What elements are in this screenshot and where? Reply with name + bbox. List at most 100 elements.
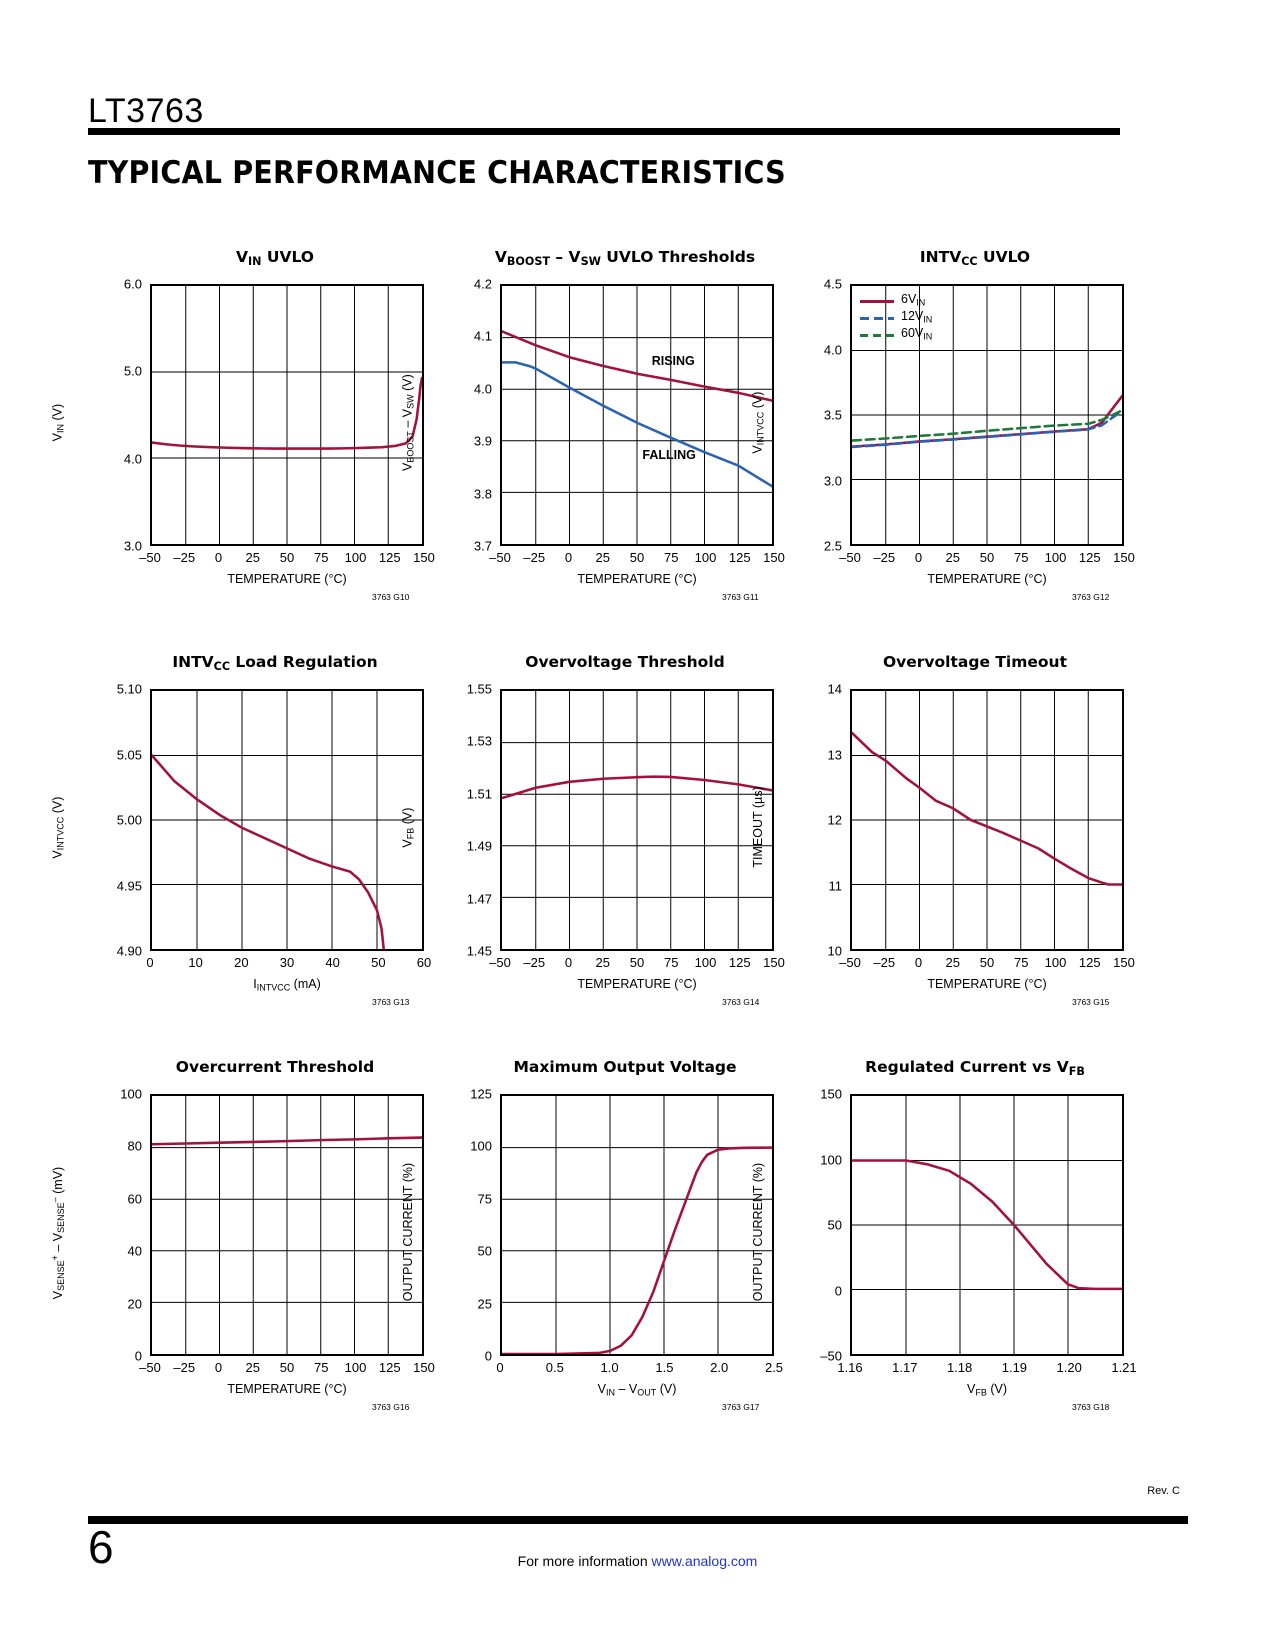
x-tick-label: 1.16 (837, 1360, 863, 1375)
y-tick-label: 50 (477, 1243, 492, 1259)
x-tick-label: 1.20 (1056, 1360, 1082, 1375)
x-tick-label: 0 (564, 955, 573, 970)
x-tick-label: –25 (873, 955, 896, 970)
x-axis-ticks: 0 0.5 1.0 1.5 2.0 2.5 (496, 1360, 783, 1378)
y-axis-title: VSENSE+ – VSENSE– (mV) (49, 1166, 67, 1300)
plot-frame (500, 1094, 774, 1356)
y-axis-title: VIN (V) (50, 403, 66, 442)
x-tick-label: 40 (325, 955, 340, 970)
figure-id: 3763 G16 (372, 1402, 410, 1412)
chart-title: Regulated Current vs VFB (865, 1058, 1085, 1078)
chart-title: Overvoltage Timeout (882, 653, 1068, 671)
chart-title: Overcurrent Threshold (175, 1058, 375, 1076)
x-tick-label: 25 (595, 955, 610, 970)
x-tick-label: 100 (1044, 955, 1067, 970)
x-tick-label: 2.5 (764, 1360, 784, 1375)
x-tick-label: –25 (173, 1360, 196, 1375)
y-tick-label: 80 (127, 1138, 142, 1154)
x-axis-ticks: –50 –25 0 25 50 75 100 125 150 (139, 550, 435, 568)
x-tick-label: 125 (728, 550, 751, 565)
x-tick-label: 25 (245, 550, 260, 565)
x-tick-label: 75 (314, 550, 329, 565)
y-tick-label: 12 (827, 812, 842, 828)
x-tick-label: 150 (763, 550, 785, 565)
x-tick-label: 25 (945, 955, 960, 970)
y-axis-title: TIMEOUT (µs) (751, 786, 765, 868)
y-tick-label: 5.05 (116, 747, 142, 762)
y-tick-label: 5.00 (116, 812, 142, 828)
y-tick-label: 4.0 (123, 451, 142, 467)
y-tick-label: 5.0 (123, 363, 142, 379)
chart-overvoltage-timeout: Overvoltage Timeout 10 11 12 13 14 –50 –25 0 25 50… (751, 653, 1150, 1058)
y-tick-label: 1.45 (466, 943, 492, 959)
x-axis-ticks: –50 –25 0 25 50 75 100 125 150 (139, 1360, 435, 1378)
x-tick-label: 25 (945, 550, 960, 565)
x-tick-label: –50 (489, 550, 511, 565)
chart-title: Overvoltage Threshold (525, 653, 725, 671)
plot-frame (850, 1094, 1124, 1356)
chart-legend: 6VIN 12VIN 60VIN (860, 292, 932, 343)
x-axis-title: VIN – VOUT (V) (597, 1382, 677, 1398)
x-axis-title: VFB (V) (967, 1382, 1007, 1398)
figure-id: 3763 G17 (722, 1402, 760, 1412)
x-tick-label: 0 (496, 1360, 504, 1375)
chart-intvcc-load-regulation: INTVCC Load Regulation 4.90 4.95 5.00 5.05 5.… (50, 653, 450, 1058)
chart-intvcc-uvlo: INTVCC UVLO 2.5 3.0 3.5 4.0 4.5 6VIN 12VIN 60VIN… (750, 248, 1150, 653)
x-tick-label: 150 (1113, 550, 1135, 565)
x-tick-label: 50 (371, 955, 386, 970)
x-axis-title: TEMPERATURE (°C) (927, 572, 1047, 586)
y-tick-label: –50 (820, 1348, 842, 1364)
chart-title: VBOOST – VSW UVLO Thresholds (494, 248, 756, 268)
y-tick-label: 0 (834, 1283, 842, 1298)
x-tick-label: 0 (214, 550, 223, 565)
chart-title: VIN UVLO (236, 248, 314, 268)
y-tick-label: 4.0 (823, 342, 842, 357)
x-tick-label: 150 (413, 550, 435, 565)
chart-row: VIN UVLO 3.0 4.0 5.0 6.0 –50 –25 0 25 50 75 100 125 1… (0, 248, 1275, 653)
x-axis-ticks: –50 –25 0 25 50 75 100 125 150 (839, 550, 1135, 568)
x-tick-label: 1.5 (655, 1360, 674, 1375)
x-tick-label: 100 (344, 550, 367, 565)
y-tick-label: 3.9 (473, 433, 492, 449)
y-axis-ticks: 1.45 1.47 1.49 1.51 1.53 1.55 (450, 682, 496, 959)
x-tick-label: 125 (1078, 550, 1101, 565)
x-tick-label: –50 (839, 955, 861, 970)
y-tick-label: 2.5 (823, 538, 842, 554)
y-axis-ticks: 4.90 4.95 5.00 5.05 5.10 (100, 682, 146, 959)
x-tick-label: 1.21 (1111, 1360, 1137, 1375)
chart-row: Overcurrent Threshold 0 20 40 60 80 100 –50 –25 0… (0, 1058, 1275, 1463)
x-tick-label: 125 (1078, 955, 1101, 970)
chart-annotation: FALLING (642, 448, 696, 463)
figure-id: 3763 G12 (1072, 592, 1110, 602)
plot-area: 2.5 3.0 3.5 4.0 4.5 6VIN 12VIN 60VIN –50 –25 0 25 50… (750, 277, 1150, 604)
chart-annotation: RISING (651, 353, 695, 368)
y-tick-label: 13 (827, 747, 842, 762)
y-tick-label: 1.55 (466, 681, 492, 697)
y-axis-ticks: 10 11 12 13 14 (800, 682, 846, 959)
chart-regulated-current-vs-vfb: Regulated Current vs VFB –50 0 50 100 150 1.16… (751, 1058, 1150, 1463)
y-tick-label: 5.10 (116, 681, 142, 697)
x-tick-label: 0 (564, 550, 573, 565)
x-tick-label: 50 (979, 955, 995, 970)
x-axis-title: TEMPERATURE (°C) (927, 977, 1047, 991)
plot-area: 0 20 40 60 80 100 –50 –25 0 25 50 75 100 125 150 TEMPER… (50, 1087, 450, 1414)
y-tick-label: 100 (120, 1086, 142, 1102)
y-axis-ticks: 2.5 3.0 3.5 4.0 4.5 (800, 277, 846, 554)
x-tick-label: 0 (214, 1360, 223, 1375)
y-tick-label: 0 (484, 1348, 492, 1364)
analog-url-link[interactable]: www.analog.com (651, 1553, 758, 1569)
x-tick-label: 75 (1014, 955, 1029, 970)
plot-frame (850, 689, 1124, 951)
plot-area: 10 11 12 13 14 –50 –25 0 25 50 75 100 125 150 TEMPERAT… (751, 682, 1150, 1009)
plot-frame (150, 1094, 424, 1356)
x-tick-label: 125 (378, 1360, 401, 1375)
x-tick-label: 25 (245, 1360, 260, 1375)
legend-swatch (860, 312, 894, 324)
section-title: TYPICAL PERFORMANCE CHARACTERISTICS (88, 155, 786, 191)
x-tick-label: 10 (188, 955, 203, 970)
revision-label: Rev. C (1147, 1485, 1180, 1497)
figure-id: 3763 G18 (1072, 1402, 1110, 1412)
y-tick-label: 3.0 (123, 538, 142, 554)
y-axis-title: OUTPUT CURRENT (%) (401, 1162, 415, 1302)
